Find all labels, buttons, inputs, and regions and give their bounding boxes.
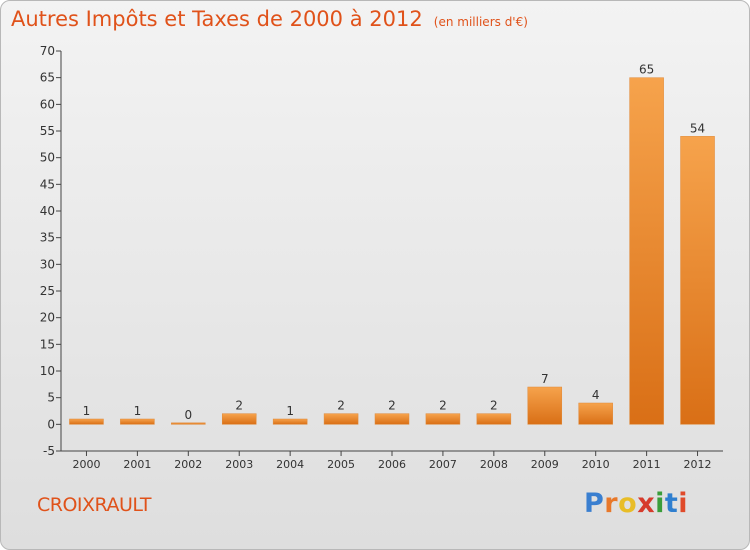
y-tick-label: -5 [43, 444, 55, 458]
y-tick-label: 0 [47, 417, 55, 431]
bar [69, 418, 104, 425]
y-tick-label: 70 [40, 44, 55, 58]
bar-value-label: 1 [134, 404, 142, 418]
x-tick-label: 2011 [633, 458, 661, 471]
bar-value-label: 1 [83, 404, 91, 418]
bar-value-label: 4 [592, 388, 600, 402]
bar-value-label: 65 [639, 63, 654, 77]
y-tick-label: 55 [40, 124, 55, 138]
logo-letter: x [637, 488, 656, 519]
logo-letter: t [664, 488, 679, 519]
x-tick-label: 2001 [123, 458, 151, 471]
bar-value-label: 2 [337, 399, 345, 413]
commune-name: CROIXRAULT [37, 494, 151, 516]
y-tick-label: 30 [40, 257, 55, 271]
logo-letter: o [618, 488, 638, 519]
x-tick-label: 2012 [684, 458, 712, 471]
bar-value-label: 0 [184, 408, 192, 422]
x-tick-label: 2007 [429, 458, 457, 471]
y-tick-label: 40 [40, 204, 55, 218]
x-tick-label: 2009 [531, 458, 559, 471]
bar [272, 418, 308, 425]
bar-value-label: 54 [690, 121, 705, 135]
bar [120, 418, 155, 425]
bar-value-label: 7 [541, 372, 549, 386]
y-tick-label: 65 [40, 71, 55, 85]
y-tick-label: 35 [40, 231, 55, 245]
bar [476, 413, 512, 425]
x-tick-label: 2000 [72, 458, 100, 471]
x-tick-label: 2006 [378, 458, 406, 471]
chart-title: Autres Impôts et Taxes de 2000 à 2012 (e… [11, 7, 528, 31]
y-tick-label: 15 [40, 337, 55, 351]
bar-value-label: 2 [235, 399, 243, 413]
x-tick-label: 2005 [327, 458, 355, 471]
bar-value-label: 2 [388, 399, 396, 413]
bar [323, 413, 359, 425]
y-tick-label: 10 [40, 364, 55, 378]
y-tick-label: 5 [47, 391, 55, 405]
bar [171, 422, 206, 425]
chart-title-unit: (en milliers d'€) [433, 15, 528, 29]
logo-letter: i [655, 488, 665, 519]
bar [629, 77, 664, 425]
logo-letter: r [604, 488, 619, 519]
bar [425, 413, 461, 425]
chart-title-main: Autres Impôts et Taxes de 2000 à 2012 [11, 7, 423, 31]
bar [680, 136, 715, 425]
y-tick-label: 20 [40, 311, 55, 325]
x-tick-label: 2003 [225, 458, 253, 471]
x-tick-label: 2002 [174, 458, 202, 471]
bar [374, 413, 410, 425]
bar-value-label: 1 [286, 404, 294, 418]
logo-letter: i [678, 488, 689, 519]
y-tick-label: 25 [40, 284, 55, 298]
proxiti-logo: Proxiti [584, 488, 688, 519]
x-tick-label: 2010 [582, 458, 610, 471]
bar [221, 413, 257, 425]
bar-value-label: 2 [490, 399, 498, 413]
y-tick-label: 45 [40, 177, 55, 191]
logo-letter: P [584, 488, 605, 519]
y-tick-label: 60 [40, 97, 55, 111]
y-tick-label: 50 [40, 151, 55, 165]
bar-value-label: 2 [439, 399, 447, 413]
bar [578, 402, 613, 425]
x-tick-label: 2008 [480, 458, 508, 471]
x-tick-label: 2004 [276, 458, 304, 471]
bar [527, 386, 563, 425]
